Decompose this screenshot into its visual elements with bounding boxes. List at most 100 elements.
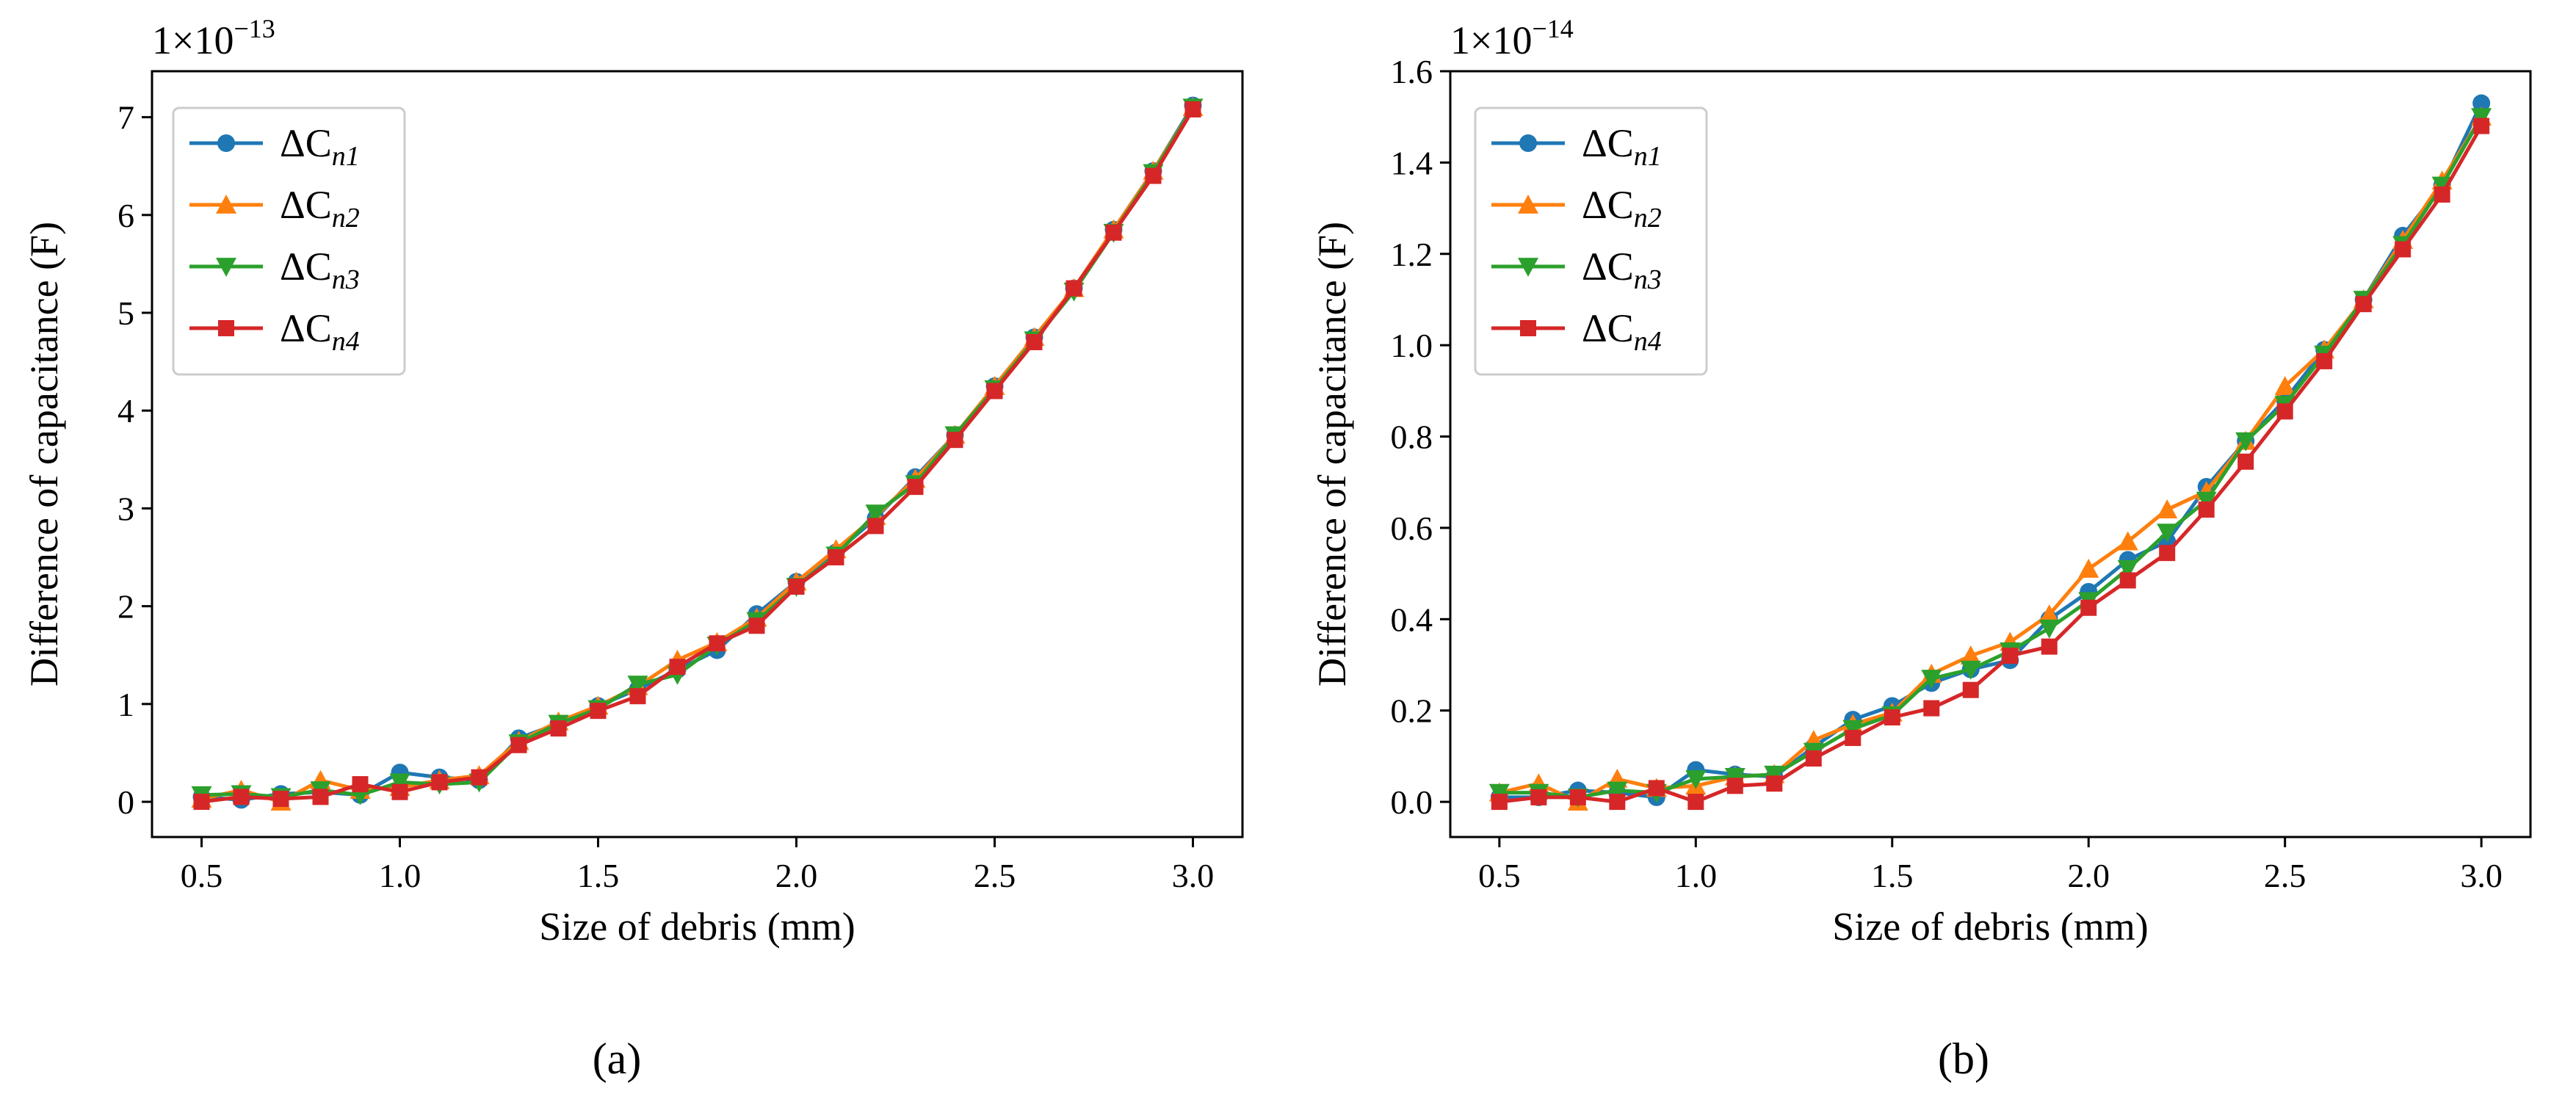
y-tick-label: 1.0 (1391, 327, 1433, 364)
data-point (2159, 545, 2176, 562)
y-tick-label: 5 (117, 294, 134, 332)
legend-label: ΔCn3 (1582, 244, 1662, 295)
data-point (1845, 730, 1862, 747)
data-point (193, 794, 210, 811)
data-point (1960, 660, 1981, 680)
data-point (1648, 780, 1665, 797)
data-point (431, 774, 448, 791)
data-point (907, 479, 924, 496)
data-point (1764, 765, 1785, 785)
data-point (352, 776, 369, 793)
data-point (1609, 794, 1626, 811)
data-point (828, 549, 844, 566)
panel-label-a: (a) (593, 1035, 642, 1083)
data-point (1960, 645, 1981, 664)
data-point (865, 504, 886, 524)
legend-marker (217, 134, 235, 152)
legend-marker (1519, 134, 1537, 152)
x-tick-label: 3.0 (1172, 857, 1215, 894)
legend-marker (1520, 320, 1536, 336)
data-point (1607, 781, 1628, 801)
data-point (1687, 794, 1704, 811)
data-point (2316, 352, 2333, 369)
y-tick-label: 6 (117, 197, 134, 234)
data-point (1530, 789, 1547, 805)
data-point (1145, 167, 1162, 184)
data-point (629, 688, 646, 705)
y-tick-label: 1.6 (1391, 53, 1433, 90)
data-point (2473, 117, 2490, 134)
data-point (1569, 789, 1586, 805)
legend-marker (216, 195, 236, 214)
data-point (2472, 94, 2491, 112)
x-tick-label: 3.0 (2460, 857, 2503, 894)
y-tick-label: 4 (117, 392, 134, 430)
y-tick-label: 0.2 (1391, 692, 1433, 730)
data-point (389, 773, 410, 793)
data-point (2157, 499, 2178, 518)
data-point (748, 617, 765, 634)
y-tick-label: 3 (117, 490, 134, 527)
x-tick-label: 1.5 (577, 857, 620, 894)
data-point (590, 703, 607, 720)
data-point (709, 635, 726, 652)
x-tick-label: 1.0 (1675, 857, 1718, 894)
data-point (2237, 453, 2254, 470)
legend: ΔCn1 ΔCn2 ΔCn3 ΔCn4 (172, 106, 406, 376)
data-point (2276, 403, 2293, 420)
data-point (2038, 604, 2060, 624)
data-point (2117, 560, 2138, 579)
data-point (788, 578, 805, 595)
data-point (1923, 700, 1940, 717)
data-point (1184, 101, 1201, 117)
y-tick-label: 1.4 (1391, 144, 1433, 181)
data-point (312, 789, 329, 805)
y-tick-label: 1 (117, 686, 134, 723)
x-tick-label: 1.5 (1871, 857, 1914, 894)
data-point (2038, 619, 2060, 639)
series-n4 (1491, 117, 2490, 811)
x-axis-label: Size of debris (mm) (1832, 905, 2148, 949)
data-point (471, 769, 488, 786)
y-tick-label: 0.8 (1391, 419, 1433, 456)
data-point (2395, 241, 2412, 258)
data-point (1488, 783, 1510, 803)
data-point (1842, 720, 1864, 739)
y-tick-label: 0 (117, 783, 134, 821)
y-tick-label: 0.4 (1391, 601, 1433, 638)
data-point (947, 432, 963, 449)
y-axis-label: Difference of capacitance (F) (22, 222, 66, 686)
data-point (2235, 432, 2257, 452)
y-tick-label: 2 (117, 588, 134, 626)
data-point (1105, 224, 1122, 241)
legend-marker (216, 258, 236, 277)
data-point (1066, 280, 1082, 297)
x-tick-label: 2.0 (2067, 857, 2110, 894)
data-point (2117, 531, 2138, 551)
legend: ΔCn1 ΔCn2 ΔCn3 ΔCn4 (1474, 106, 1708, 376)
x-tick-label: 0.5 (1478, 857, 1521, 894)
data-point (1724, 768, 1745, 787)
panel-label-b: (b) (1938, 1035, 1989, 1083)
chart-panel-b: (b) 0.5 1.0 1.5 2.0 2.5 3.0 0.0 0.2 0.4 0.6 0.8 1.0… (1310, 14, 2532, 1083)
y-tick-label: 7 (117, 99, 134, 137)
plot-frame (1449, 70, 2532, 838)
chart-panel-a: (a) 0.5 1.0 1.5 2.0 2.5 3.0 0 1 2 3 4 5 6 7 Size of de… (22, 14, 1244, 1083)
data-point (2471, 108, 2492, 128)
data-point (2355, 296, 2372, 313)
data-point (272, 791, 289, 808)
data-point (986, 383, 1003, 399)
data-point (2041, 638, 2058, 655)
legend-frame (172, 106, 406, 376)
legend-marker (218, 320, 234, 336)
data-point (2078, 558, 2099, 578)
x-tick-label: 2.5 (974, 857, 1016, 894)
y-tick-label: 0.0 (1391, 783, 1433, 821)
data-point (2274, 376, 2295, 396)
legend-marker (1518, 195, 1538, 214)
data-point (1805, 750, 1822, 767)
legend-label: ΔCn3 (280, 244, 360, 295)
y-axis-label: Difference of capacitance (F) (1310, 222, 1354, 686)
data-point (2431, 176, 2453, 196)
y-offset-text: 1×10−13 (152, 14, 275, 62)
